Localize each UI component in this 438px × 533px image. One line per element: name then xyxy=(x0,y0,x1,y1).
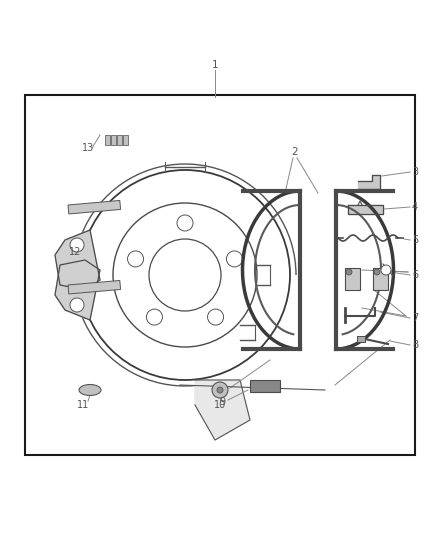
Circle shape xyxy=(212,382,228,398)
Bar xyxy=(123,135,128,145)
Bar xyxy=(68,280,120,294)
Polygon shape xyxy=(55,260,100,320)
Circle shape xyxy=(70,298,84,312)
Circle shape xyxy=(217,387,223,393)
Text: 9: 9 xyxy=(219,397,225,407)
Bar xyxy=(345,268,360,290)
Bar xyxy=(105,135,110,145)
Ellipse shape xyxy=(79,384,101,395)
Circle shape xyxy=(346,269,352,275)
Circle shape xyxy=(374,269,380,275)
Text: 8: 8 xyxy=(412,340,418,350)
Bar xyxy=(373,268,388,290)
Text: 2: 2 xyxy=(292,147,298,157)
Bar xyxy=(250,380,280,392)
Polygon shape xyxy=(55,230,100,290)
Circle shape xyxy=(70,238,84,252)
Bar xyxy=(357,336,365,342)
Polygon shape xyxy=(348,205,383,214)
Polygon shape xyxy=(358,175,380,189)
Text: 7: 7 xyxy=(412,313,418,323)
Bar xyxy=(25,95,415,455)
Text: 10: 10 xyxy=(214,400,226,410)
Text: 3: 3 xyxy=(412,167,418,177)
Bar xyxy=(117,135,122,145)
Text: 5: 5 xyxy=(412,235,418,245)
Text: 6: 6 xyxy=(412,270,418,280)
Text: 11: 11 xyxy=(77,400,89,410)
Polygon shape xyxy=(195,380,250,440)
Text: 12: 12 xyxy=(69,247,81,257)
Circle shape xyxy=(381,265,391,275)
Text: 4: 4 xyxy=(412,202,418,212)
Bar xyxy=(111,135,116,145)
Text: 13: 13 xyxy=(82,143,94,153)
Bar xyxy=(68,200,120,214)
Text: 1: 1 xyxy=(212,60,218,70)
